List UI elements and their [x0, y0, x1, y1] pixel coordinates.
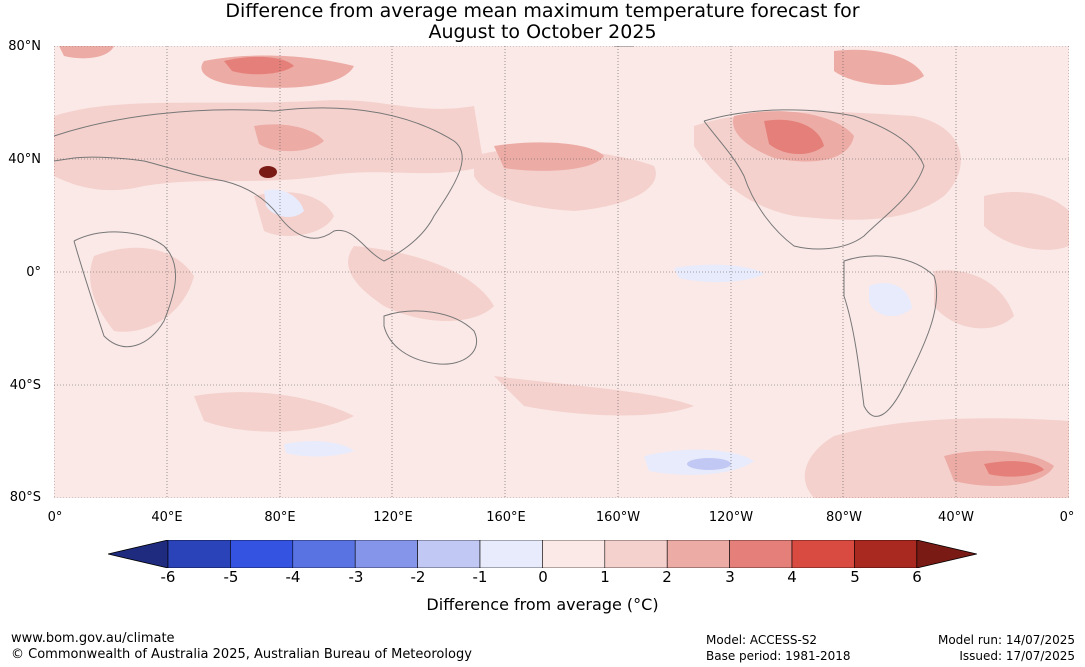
colorbar-tick: -2 — [410, 568, 426, 586]
colorbar-segment — [417, 540, 481, 568]
colorbar-segment — [729, 540, 793, 568]
colorbar-tick: 1 — [600, 568, 610, 586]
colorbar-segment — [791, 540, 855, 568]
colorbar-tick: 2 — [662, 568, 672, 586]
lon-label-80w: 80°W — [826, 510, 862, 525]
colorbar-tick: -1 — [472, 568, 488, 586]
colorbar-segment — [604, 540, 668, 568]
colorbar-arrow-low — [108, 540, 169, 568]
copyright-text: © Commonwealth of Australia 2025, Austra… — [11, 647, 472, 662]
colorbar-tick: -5 — [223, 568, 239, 586]
colorbar-segment — [292, 540, 356, 568]
colorbar-tick: -4 — [285, 568, 301, 586]
colorbar-tick: 5 — [850, 568, 860, 586]
lat-label-40n: 40°N — [8, 152, 41, 167]
model-text: Model: ACCESS-S2 — [706, 633, 818, 647]
colorbar-segment — [542, 540, 606, 568]
lon-label-80e: 80°E — [264, 510, 296, 525]
website-link[interactable]: www.bom.gov.au/climate — [11, 631, 175, 646]
colorbar-tick: 4 — [787, 568, 797, 586]
colorbar — [108, 540, 977, 568]
lon-label-40w: 40°W — [938, 510, 974, 525]
colorbar-tick: 6 — [912, 568, 922, 586]
lat-label-80n: 80°N — [8, 39, 41, 54]
colorbar-tick: 0 — [538, 568, 548, 586]
colorbar-segment — [854, 540, 918, 568]
lon-label-160e: 160°E — [486, 510, 526, 525]
colorbar-arrow-high — [916, 540, 977, 568]
colorbar-segment — [479, 540, 543, 568]
model-run-text: Model run: 14/07/2025 — [937, 633, 1075, 647]
colorbar-tick: -6 — [160, 568, 176, 586]
anomaly-map — [54, 46, 1069, 498]
lon-label-0-right: 0° — [1059, 510, 1075, 525]
lon-label-0: 0° — [47, 510, 63, 525]
map-title-line1: Difference from average mean maximum tem… — [225, 0, 860, 22]
lon-label-120w: 120°W — [708, 510, 754, 525]
colorbar-segment — [230, 540, 294, 568]
map-title-line2: August to October 2025 — [428, 21, 657, 43]
lat-label-40s: 40°S — [9, 378, 41, 393]
colorbar-segment — [666, 540, 730, 568]
colorbar-label: Difference from average (°C) — [426, 595, 659, 614]
colorbar-segment — [167, 540, 231, 568]
lat-label-80s: 80°S — [9, 490, 41, 505]
colorbar-tick: 3 — [725, 568, 735, 586]
issued-text: Issued: 17/07/2025 — [959, 649, 1075, 663]
lon-label-40e: 40°E — [151, 510, 183, 525]
colorbar-tick: -3 — [348, 568, 364, 586]
lon-label-160w: 160°W — [595, 510, 641, 525]
colorbar-segment — [354, 540, 418, 568]
base-period-text: Base period: 1981-2018 — [706, 649, 851, 663]
lat-label-0: 0° — [26, 265, 41, 280]
lon-label-120e: 120°E — [373, 510, 413, 525]
